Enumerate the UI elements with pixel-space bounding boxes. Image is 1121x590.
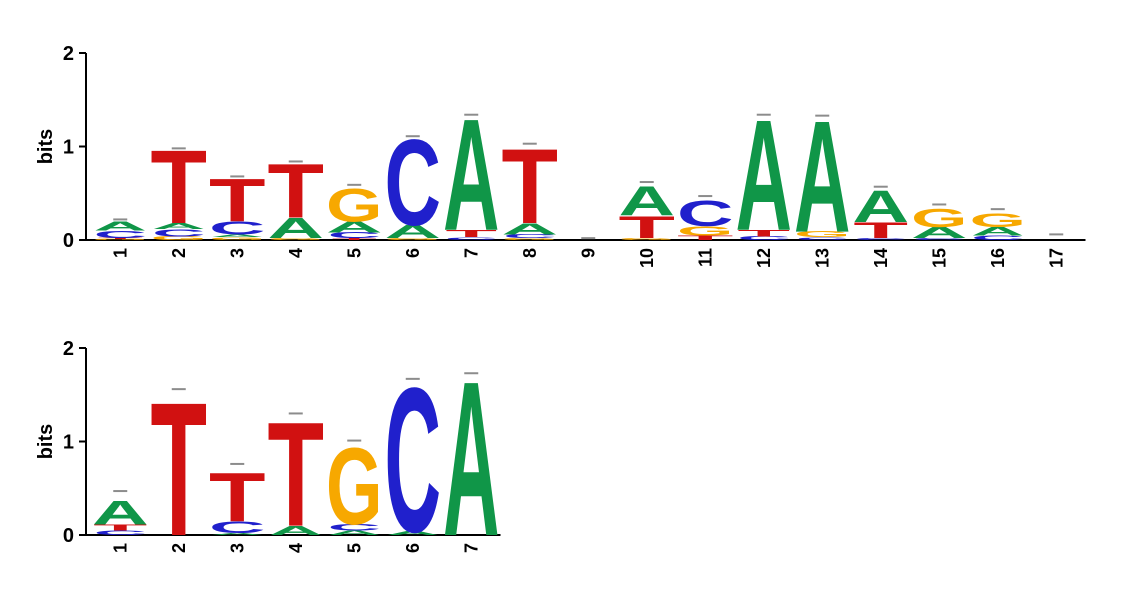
logo-letter-T: T — [445, 228, 497, 240]
position-label: 2 — [169, 543, 189, 553]
position-label: 3 — [227, 248, 247, 258]
logo-letter-C: C — [94, 229, 147, 241]
y-tick-label: 0 — [63, 525, 74, 547]
position-label: 3 — [227, 543, 247, 553]
y-tick-label: 1 — [63, 137, 74, 159]
logo-letter-A: A — [211, 234, 264, 238]
logo-letter-C: C — [152, 227, 205, 239]
logo-letter-T: T — [150, 362, 207, 576]
position-label: 11 — [695, 248, 715, 267]
logo-letter-A: A — [443, 336, 499, 583]
logo-letter-G: G — [326, 179, 383, 231]
logo-letter-A: A — [443, 85, 500, 264]
position-label: 16 — [988, 248, 1008, 268]
logo-letter-G: G — [911, 203, 967, 232]
logo-letter-A: A — [384, 222, 441, 242]
position-label: 8 — [520, 248, 540, 258]
logo-letter-A: A — [94, 219, 147, 234]
logo-letter-G: G — [326, 425, 382, 548]
logo-letter-C: C — [445, 237, 498, 241]
position-label: 12 — [754, 248, 774, 268]
y-axis-label: bits — [35, 424, 57, 460]
logo-letter-C: C — [328, 522, 381, 532]
logo-letter-C: C — [503, 234, 556, 240]
logo-letter-G: G — [150, 235, 207, 241]
logo-letter-C: C — [854, 238, 907, 241]
position-label: 4 — [286, 248, 306, 258]
logo-letter-C: C — [677, 193, 733, 234]
logo-letter-C: C — [94, 529, 147, 536]
logo-letter-A: A — [386, 530, 439, 536]
logo-letter-A: A — [736, 88, 792, 264]
y-axis-label: bits — [35, 129, 57, 165]
logo-letter-G: G — [970, 210, 1026, 232]
y-tick-label: 2 — [63, 338, 74, 360]
logo-letter-G: G — [618, 238, 675, 241]
logo-letter-A: A — [618, 178, 675, 225]
logo-letter-T: T — [209, 459, 266, 536]
position-label: 5 — [344, 543, 364, 553]
position-label: 9 — [578, 248, 598, 258]
logo-letter-C: C — [971, 234, 1024, 241]
logo-letter-C: C — [209, 518, 265, 537]
y-tick-label: 0 — [63, 230, 74, 252]
logo-letter-T: T — [93, 523, 147, 532]
y-tick-label: 1 — [63, 432, 74, 454]
logo-letter-G: G — [92, 239, 148, 240]
logo-letter-G: G — [267, 238, 324, 241]
position-label: 7 — [461, 543, 481, 553]
position-label: 1 — [110, 248, 130, 258]
position-label: 6 — [403, 248, 423, 258]
logo-letter-G: G — [794, 230, 851, 239]
logo-letter-T: T — [151, 129, 207, 245]
position-label: 17 — [1046, 248, 1066, 268]
logo-letter-A: A — [911, 224, 968, 241]
logo-letter-T: T — [502, 127, 558, 247]
logo-letter-C: C — [385, 114, 441, 251]
logo-letter-A: A — [328, 529, 381, 536]
logo-letter-A: A — [501, 220, 558, 237]
logo-letter-A: A — [211, 533, 264, 536]
logo-letter-T: T — [737, 228, 790, 238]
logo-letter-A: A — [92, 494, 148, 532]
logo-letter-A: A — [971, 225, 1024, 238]
logo-letter-C: C — [737, 235, 790, 241]
logo-letter-G: G — [677, 224, 734, 239]
logo-letter-C: C — [796, 237, 849, 241]
logo-letter-C: C — [209, 218, 266, 238]
position-label: 7 — [461, 248, 481, 258]
logo-letter-T: T — [98, 238, 143, 239]
logo-letter-T: T — [677, 234, 733, 241]
position-label: 6 — [403, 543, 423, 553]
logo-letter-G: G — [384, 238, 441, 241]
logo-letter-A: A — [852, 181, 909, 232]
logo-letter-T: T — [853, 218, 908, 243]
logo-letter-A: A — [326, 218, 383, 235]
logo-letter-T: T — [267, 149, 324, 235]
position-label: 10 — [637, 248, 657, 268]
position-label: 1 — [110, 543, 130, 553]
logo-letter-A: A — [269, 523, 322, 538]
logo-letter-C: C — [328, 231, 381, 240]
position-label: 2 — [169, 248, 189, 258]
logo-letter-G: G — [501, 238, 558, 241]
logo-letter-A: A — [794, 87, 851, 266]
logo-letter-C: C — [913, 238, 966, 241]
position-label: 5 — [344, 248, 364, 258]
logo-letter-T: T — [332, 238, 377, 241]
y-tick-label: 2 — [63, 43, 74, 65]
position-label: 15 — [929, 248, 949, 268]
position-label: 13 — [812, 248, 832, 268]
logo-letter-G: G — [209, 236, 266, 240]
position-label: 4 — [286, 543, 306, 553]
logo-letter-A: A — [152, 222, 205, 231]
logo-letter-T: T — [268, 392, 324, 558]
logo-letter-T: T — [618, 210, 675, 245]
logo-letter-A: A — [268, 213, 324, 245]
logo-letter-C: C — [385, 346, 441, 576]
position-label: 14 — [871, 248, 891, 268]
